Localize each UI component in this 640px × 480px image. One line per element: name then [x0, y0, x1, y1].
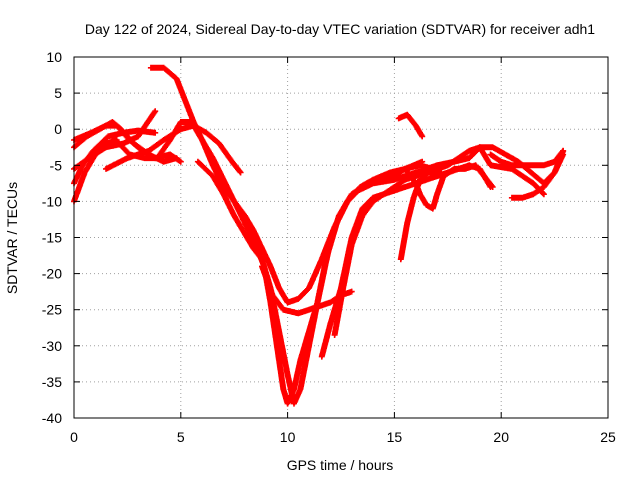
data-series-13: [395, 111, 426, 140]
y-tick-label: 5: [54, 85, 62, 101]
x-tick-label: 25: [600, 429, 616, 445]
y-tick-label: -20: [42, 266, 62, 282]
y-tick-label: -15: [42, 230, 62, 246]
y-tick-label: -5: [50, 157, 63, 173]
x-tick-label: 10: [280, 429, 296, 445]
x-tick-label: 5: [177, 429, 185, 445]
data-series-11: [318, 162, 494, 360]
chart-title: Day 122 of 2024, Sidereal Day-to-day VTE…: [85, 21, 595, 37]
x-axis-label: GPS time / hours: [287, 457, 394, 473]
data-series-14: [397, 169, 445, 263]
data-series-15: [402, 162, 496, 212]
x-tick-label: 15: [387, 429, 403, 445]
y-tick-label: -25: [42, 302, 62, 318]
y-tick-label: -30: [42, 338, 62, 354]
x-tick-label: 0: [70, 429, 78, 445]
y-tick-label: 10: [46, 49, 62, 65]
data-series-17: [508, 151, 567, 201]
grid-lines: [74, 57, 608, 418]
data-series-12: [331, 144, 567, 338]
data-series-16: [487, 147, 567, 169]
data-series-8: [147, 64, 547, 407]
y-axis-label: SDTVAR / TECUs: [4, 182, 20, 294]
y-tick-label: -10: [42, 193, 62, 209]
y-tick-label: -40: [42, 410, 62, 426]
y-tick-label: -35: [42, 374, 62, 390]
x-tick-label: 20: [493, 429, 509, 445]
y-tick-label: 0: [54, 121, 62, 137]
data-points: [71, 64, 567, 407]
axis-ticks: 0 5 10 15 20 25 10 5 0 -5 -10 -15 -20 -25 -30 -35 -40: [42, 49, 616, 445]
